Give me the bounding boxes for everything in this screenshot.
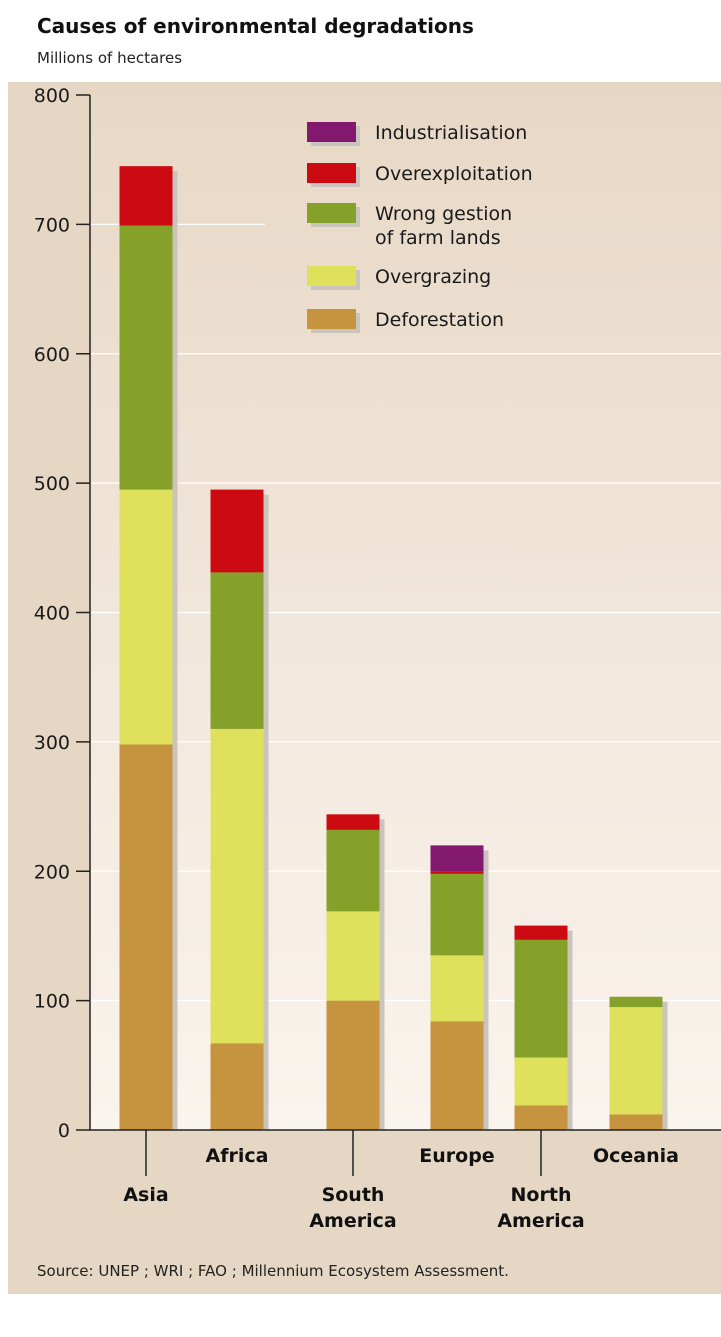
y-tick-label: 800 (34, 85, 70, 107)
bar-overexploitation-asia (120, 166, 173, 226)
bar-overgrazing-africa (211, 729, 264, 1043)
legend-label-wrong-gestion-of-farm-lands: Wrong gestion (375, 203, 512, 225)
bar-deforestation-europe (431, 1021, 484, 1130)
bar-wrong-gestion-of-farm-lands-africa (211, 572, 264, 729)
x-label-south-america: America (309, 1210, 396, 1232)
bar-overgrazing-asia (120, 490, 173, 745)
bar-deforestation-south-america (327, 1001, 380, 1130)
chart-title: Causes of environmental degradations (37, 14, 474, 38)
y-tick-label: 700 (34, 214, 70, 236)
x-label-south-america: South (322, 1184, 385, 1206)
bar-overgrazing-north-america (515, 1058, 568, 1106)
bar-overexploitation-africa (211, 490, 264, 573)
bar-overexploitation-south-america (327, 814, 380, 830)
x-label-europe: Europe (419, 1145, 494, 1167)
legend-label-wrong-gestion-of-farm-lands: of farm lands (375, 227, 501, 249)
bar-overgrazing-oceania (610, 1007, 663, 1114)
x-label-north-america: North (511, 1184, 572, 1206)
bar-deforestation-oceania (610, 1114, 663, 1130)
bar-wrong-gestion-of-farm-lands-south-america (327, 830, 380, 912)
legend-swatch-overexploitation (307, 163, 356, 183)
y-tick-label: 400 (34, 603, 70, 625)
x-label-africa: Africa (206, 1145, 269, 1167)
legend-swatch-overgrazing (307, 266, 356, 286)
chart-subtitle: Millions of hectares (37, 49, 182, 67)
bar-overexploitation-europe (431, 871, 484, 874)
bar-wrong-gestion-of-farm-lands-europe (431, 874, 484, 956)
legend-swatch-wrong-gestion-of-farm-lands (307, 203, 356, 223)
bar-deforestation-africa (211, 1043, 264, 1130)
y-tick-label: 200 (34, 861, 70, 883)
x-label-asia: Asia (123, 1184, 168, 1206)
bar-overgrazing-europe (431, 955, 484, 1021)
bar-overexploitation-north-america (515, 926, 568, 940)
legend-label-deforestation: Deforestation (375, 309, 504, 331)
bar-deforestation-asia (120, 744, 173, 1130)
bar-wrong-gestion-of-farm-lands-oceania (610, 997, 663, 1007)
bar-overgrazing-south-america (327, 911, 380, 1000)
legend-label-overgrazing: Overgrazing (375, 266, 491, 288)
bar-industrialisation-europe (431, 845, 484, 871)
y-tick-label: 0 (58, 1120, 70, 1142)
x-label-oceania: Oceania (593, 1145, 679, 1167)
legend-swatch-industrialisation (307, 122, 356, 142)
y-tick-label: 100 (34, 991, 70, 1013)
x-label-north-america: America (497, 1210, 584, 1232)
y-tick-label: 600 (34, 344, 70, 366)
bar-wrong-gestion-of-farm-lands-asia (120, 226, 173, 490)
legend-label-overexploitation: Overexploitation (375, 163, 533, 185)
legend-label-industrialisation: Industrialisation (375, 122, 527, 144)
y-tick-label: 300 (34, 732, 70, 754)
bar-deforestation-north-america (515, 1105, 568, 1130)
y-tick-label: 500 (34, 473, 70, 495)
bar-wrong-gestion-of-farm-lands-north-america (515, 940, 568, 1058)
source-note: Source: UNEP ; WRI ; FAO ; Millennium Ec… (37, 1262, 509, 1280)
legend-swatch-deforestation (307, 309, 356, 329)
